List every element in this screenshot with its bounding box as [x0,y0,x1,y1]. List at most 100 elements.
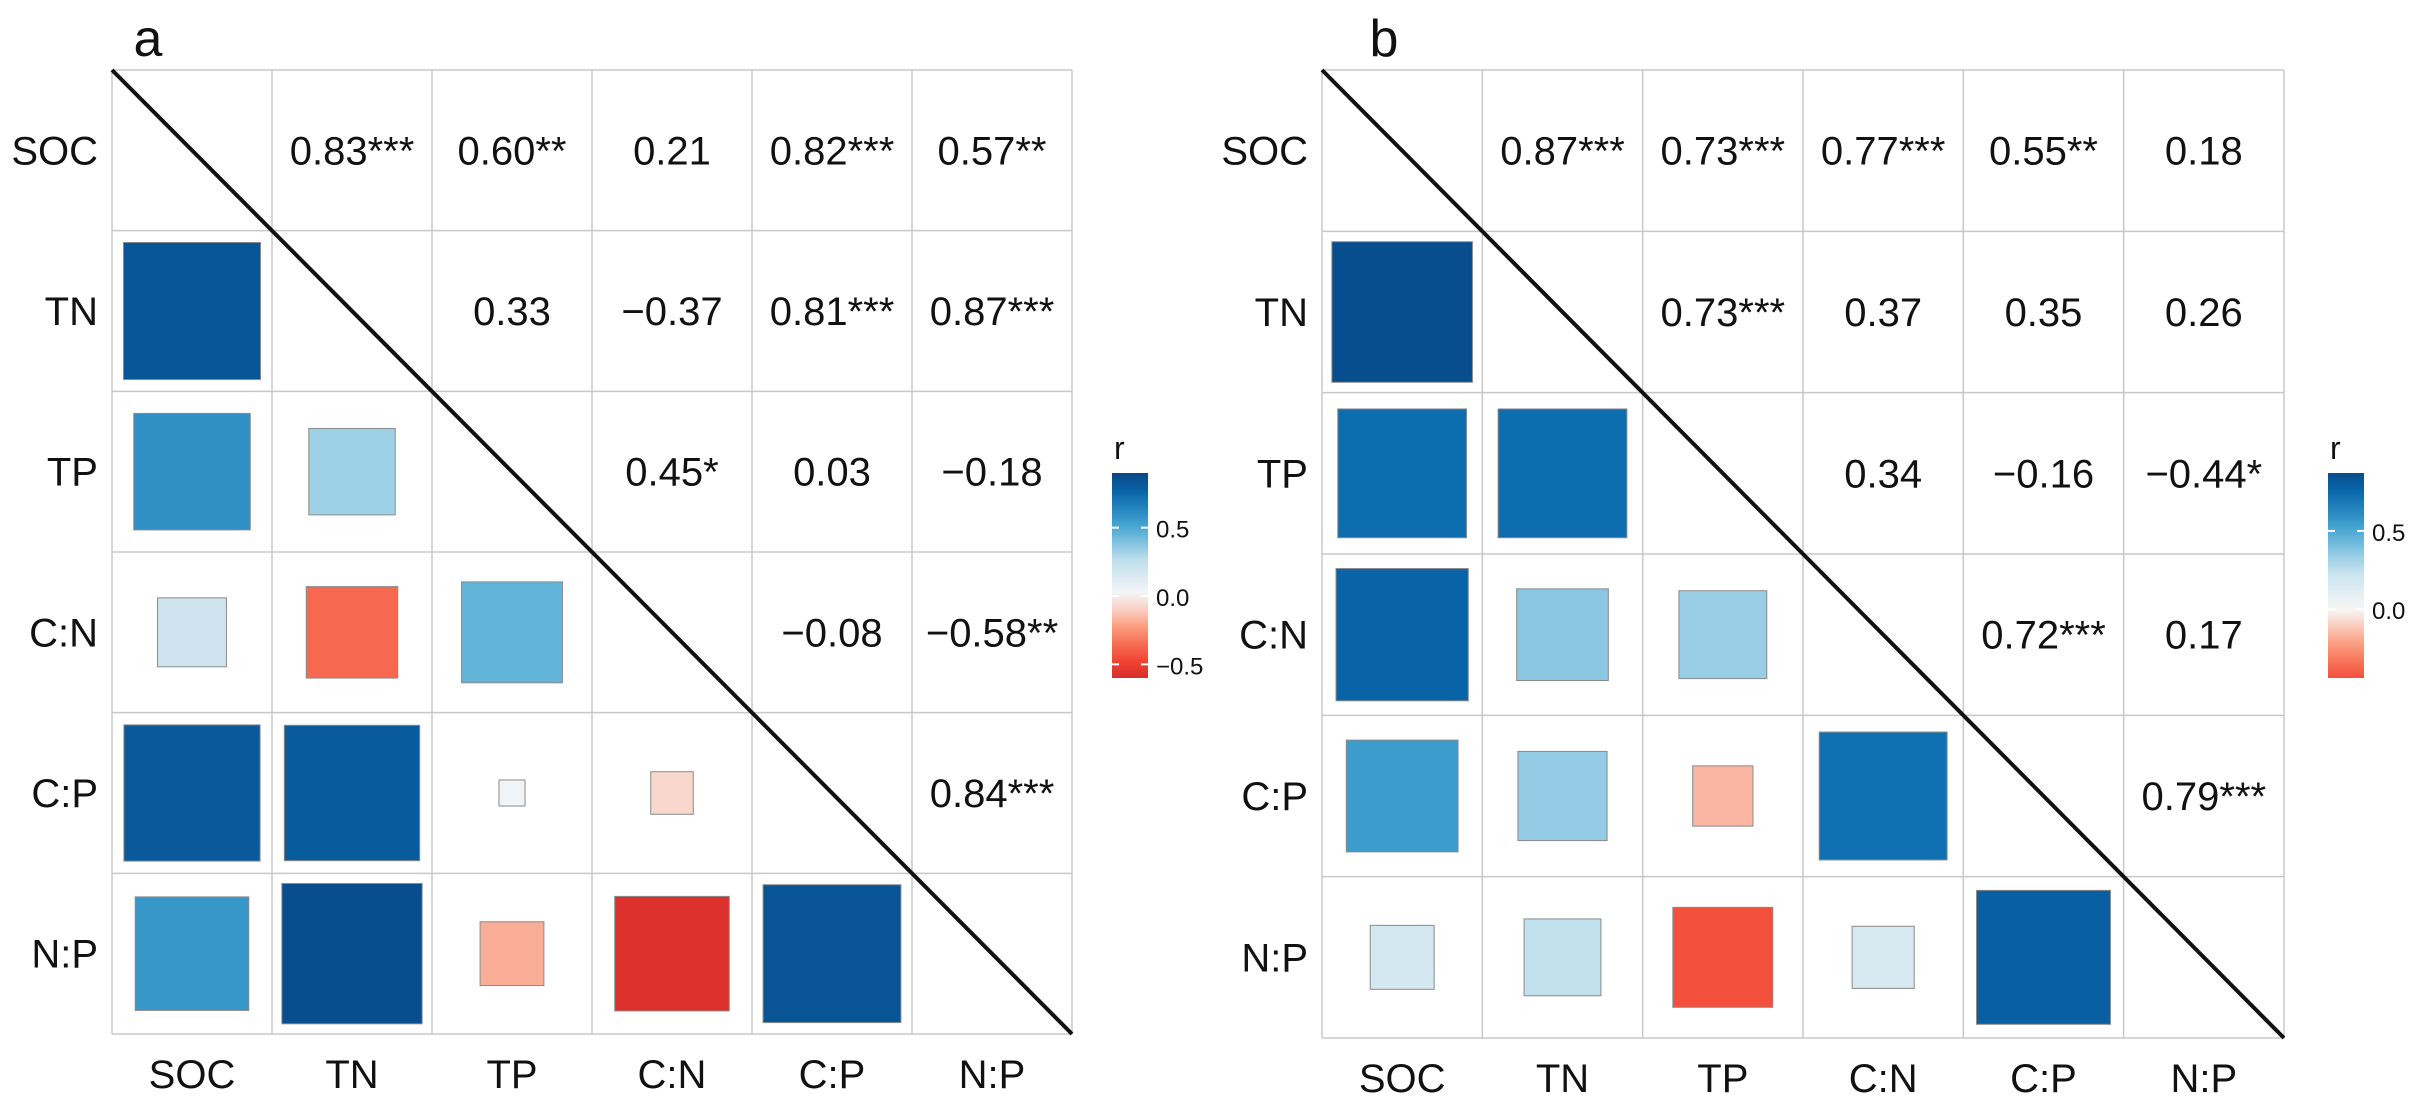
correlation-square-C:N-SOC [157,597,227,668]
correlation-label-TN-C:N: 0.37 [1844,291,1922,335]
correlation-square-N:P-TP [479,921,545,987]
correlation-label-TN-TP: 0.73*** [1661,291,1786,335]
correlation-label-TN-C:P: 0.35 [2005,291,2083,335]
column-label-TP: TP [1697,1057,1748,1101]
correlation-square-C:N-TP [461,581,563,684]
correlation-square-N:P-C:P [1976,889,2111,1025]
correlation-square-TP-SOC [1337,408,1468,539]
panel-label: b [1370,10,1399,68]
correlation-square-C:P-SOC [123,724,261,862]
legend-tick-label: 0.0 [1156,585,1189,612]
correlation-label-SOC-C:N: 0.21 [633,129,711,173]
correlation-label-SOC-C:P: 0.55** [1989,130,2098,174]
correlation-square-N:P-TN [281,883,423,1025]
correlation-label-C:N-N:P: 0.17 [2165,614,2243,658]
correlation-square-C:P-C:N [1818,731,1948,861]
correlation-square-N:P-C:N [614,895,730,1012]
column-label-C:P: C:P [2010,1057,2077,1101]
correlation-square-N:P-C:N [1851,925,1915,989]
legend-tick-label: 0.0 [2372,598,2405,625]
correlation-label-C:P-N:P: 0.79*** [2142,775,2267,819]
column-label-C:N: C:N [1849,1057,1918,1101]
column-label-N:P: N:P [2170,1057,2237,1101]
correlation-square-C:P-TP [498,779,526,807]
correlation-label-C:P-N:P: 0.84*** [930,772,1055,816]
legend-tick-label: 0.5 [1156,517,1189,544]
correlation-square-C:N-SOC [1335,568,1469,702]
column-label-C:P: C:P [799,1053,866,1097]
correlation-label-TP-C:N: 0.45* [625,451,718,495]
correlation-label-TN-N:P: 0.26 [2165,291,2243,335]
legend-colorbar [1112,473,1148,678]
correlation-label-C:N-N:P: −0.58** [926,611,1058,655]
correlation-label-TP-C:P: −0.16 [1993,452,2094,496]
row-label-SOC: SOC [1221,130,1308,174]
row-label-C:P: C:P [1241,775,1308,819]
correlation-square-C:P-TP [1692,765,1754,827]
correlation-label-SOC-N:P: 0.18 [2165,130,2243,174]
legend-tick-label: −0.5 [1156,653,1203,680]
row-label-C:N: C:N [1239,614,1308,658]
correlation-square-TP-TN [1497,408,1628,539]
panel-a-correlation-matrix: a 0.83*** 0.60** 0.21 0.82*** 0.57** 0.33 −0.37… [11,10,1203,1097]
column-label-SOC: SOC [149,1053,236,1097]
correlation-square-N:P-TP [1672,906,1774,1008]
correlation-square-N:P-SOC [134,896,250,1011]
correlation-square-N:P-SOC [1369,924,1435,990]
correlation-label-TN-TP: 0.33 [473,290,551,334]
row-label-C:P: C:P [31,772,98,816]
row-label-N:P: N:P [31,933,98,977]
row-label-SOC: SOC [11,129,98,173]
column-label-TP: TP [486,1053,537,1097]
correlation-square-C:N-TP [1678,590,1768,680]
correlation-label-TN-C:N: −0.37 [621,290,722,334]
row-label-TN: TN [45,290,98,334]
correlation-square-C:P-TN [283,724,421,862]
correlation-square-TN-SOC [1331,241,1473,383]
correlation-square-TP-TN [308,427,396,516]
correlation-square-C:P-SOC [1345,739,1459,853]
row-label-C:N: C:N [29,611,98,655]
correlation-label-TP-C:N: 0.34 [1844,452,1922,496]
legend-colorbar [2328,473,2364,678]
panel-b-correlation-matrix: b 0.87*** 0.73*** 0.77*** 0.55** 0.18 0.73*** 0… [1221,10,2405,1101]
column-label-N:P: N:P [959,1053,1026,1097]
correlation-label-SOC-C:P: 0.82*** [770,129,895,173]
correlation-label-SOC-TN: 0.87*** [1500,130,1625,174]
correlation-label-SOC-TN: 0.83*** [290,129,415,173]
diagonal-line [1320,68,2286,1040]
row-label-TN: TN [1255,291,1308,335]
correlation-square-TP-SOC [133,412,251,531]
row-label-N:P: N:P [1241,936,1308,980]
legend-tick-label: 0.5 [2372,520,2405,547]
row-label-TP: TP [47,451,98,495]
correlation-square-C:P-TN [1517,750,1608,842]
correlation-label-TN-N:P: 0.87*** [930,290,1055,334]
row-label-TP: TP [1257,452,1308,496]
correlation-square-C:N-TN [1516,588,1609,682]
diagonal-line [110,68,1074,1036]
column-label-SOC: SOC [1359,1057,1446,1101]
correlation-label-TP-N:P: −0.44* [2145,452,2262,496]
correlation-label-SOC-N:P: 0.57** [938,129,1047,173]
correlation-label-C:N-C:P: 0.72*** [1981,614,2106,658]
panel-label: a [134,10,163,68]
correlation-label-SOC-TP: 0.60** [458,129,567,173]
correlation-label-TP-N:P: −0.18 [941,451,1042,495]
correlation-label-TP-C:P: 0.03 [793,451,871,495]
column-label-TN: TN [325,1053,378,1097]
correlation-square-C:N-TN [305,586,399,679]
correlation-label-SOC-C:N: 0.77*** [1821,130,1946,174]
legend-title: r [2330,430,2341,466]
legend-title: r [1114,430,1125,466]
correlation-label-C:N-C:P: −0.08 [781,611,882,655]
correlation-square-TN-SOC [122,241,262,381]
correlation-square-N:P-C:P [762,884,902,1024]
correlation-label-SOC-TP: 0.73*** [1661,130,1786,174]
correlation-square-C:P-C:N [650,771,694,815]
column-label-C:N: C:N [638,1053,707,1097]
column-label-TN: TN [1536,1057,1589,1101]
correlation-label-TN-C:P: 0.81*** [770,290,895,334]
correlation-square-N:P-TN [1523,918,1602,997]
